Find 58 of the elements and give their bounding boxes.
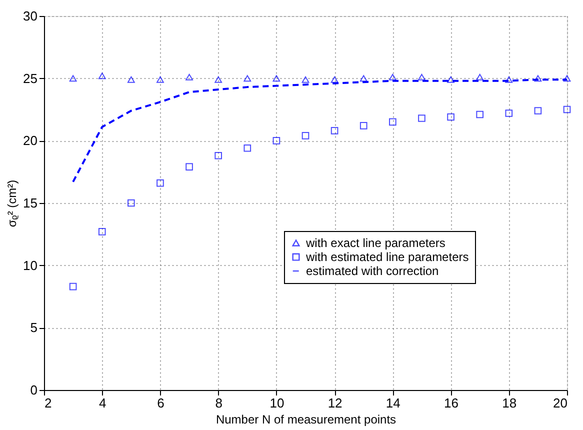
legend-label: with estimated line parameters bbox=[305, 250, 469, 264]
point bbox=[476, 74, 484, 80]
legend-label: estimated with correction bbox=[306, 264, 439, 278]
point bbox=[534, 75, 542, 82]
point bbox=[389, 74, 396, 80]
point bbox=[272, 75, 280, 82]
x-tick-label: 8 bbox=[215, 396, 222, 410]
point bbox=[534, 107, 542, 114]
point bbox=[389, 118, 396, 126]
point bbox=[69, 75, 77, 82]
y-tick-label: 25 bbox=[23, 70, 38, 86]
point bbox=[418, 74, 426, 80]
x-tick-label: 18 bbox=[502, 396, 517, 410]
point bbox=[302, 132, 310, 140]
point bbox=[330, 76, 338, 83]
point bbox=[330, 127, 338, 134]
point bbox=[214, 76, 222, 83]
point bbox=[98, 228, 106, 236]
y-tick-label: 5 bbox=[30, 320, 38, 336]
point bbox=[244, 144, 252, 152]
point bbox=[69, 282, 77, 290]
y-tick-label: 0 bbox=[30, 382, 38, 398]
legend-label: with exact line parameters bbox=[305, 236, 446, 250]
point bbox=[447, 113, 454, 121]
point bbox=[563, 106, 571, 114]
y-tick-label: 10 bbox=[23, 258, 38, 273]
x-tick-label: 20 bbox=[553, 396, 568, 410]
point bbox=[186, 163, 193, 171]
point bbox=[156, 179, 164, 187]
point bbox=[476, 110, 484, 118]
x-tick-label: 12 bbox=[328, 396, 342, 410]
y-tick-label: 15 bbox=[23, 196, 38, 210]
y-axis-title: σᵨ² (cm²) bbox=[5, 180, 20, 228]
point bbox=[360, 75, 368, 82]
point bbox=[244, 75, 252, 82]
x-tick-label: 10 bbox=[270, 396, 284, 410]
point bbox=[505, 76, 513, 83]
point bbox=[302, 76, 310, 83]
x-tick-label: 4 bbox=[98, 396, 106, 410]
x-tick-label: 6 bbox=[157, 396, 164, 410]
point bbox=[272, 137, 280, 144]
y-tick-label: 30 bbox=[23, 8, 38, 24]
point bbox=[156, 76, 164, 83]
point bbox=[98, 72, 106, 80]
point bbox=[505, 110, 513, 117]
x-axis-title: Number N of measurement points bbox=[216, 412, 396, 426]
x-tick-label: 2 bbox=[44, 396, 52, 410]
point bbox=[214, 152, 222, 160]
point bbox=[186, 74, 193, 80]
point bbox=[128, 199, 135, 207]
x-tick-label: 16 bbox=[444, 396, 459, 410]
point bbox=[360, 122, 368, 130]
y-tick-label: 20 bbox=[23, 133, 38, 148]
point bbox=[128, 76, 135, 83]
x-tick-label: 14 bbox=[386, 396, 400, 410]
point bbox=[563, 75, 571, 82]
point bbox=[418, 114, 426, 122]
point bbox=[447, 76, 454, 83]
